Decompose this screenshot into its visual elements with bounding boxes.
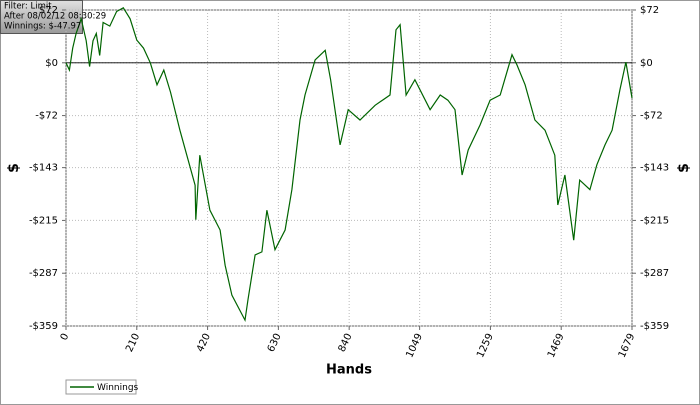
legend-label: Winnings: [97, 383, 139, 393]
info-box: [0, 0, 83, 34]
y-tick-label: $0: [45, 58, 58, 69]
y2-tick-label: $0: [640, 58, 653, 69]
y2-tick-label: -$72: [640, 111, 663, 122]
y-tick-label: -$215: [29, 215, 58, 226]
y-tick-label: -$287: [29, 268, 58, 279]
y2-tick-label: -$287: [640, 268, 669, 279]
x-tick-label: 0: [59, 332, 72, 342]
y2-tick-label: -$143: [640, 163, 669, 174]
y2-tick-label: $72: [640, 5, 659, 16]
annotation: Filter: Limit: [4, 2, 52, 12]
legend-box: [65, 379, 137, 395]
annotation: After 08/02/12 08:30:29: [4, 12, 106, 22]
y-tick-label: -$143: [29, 163, 58, 174]
annotation: Winnings: $-47.97: [4, 22, 81, 32]
y2-axis-label: $: [676, 163, 692, 173]
x-axis-label: Hands: [326, 363, 372, 378]
y2-tick-label: -$215: [640, 215, 669, 226]
y2-tick-label: -$359: [640, 321, 669, 332]
y-tick-label: -$72: [35, 111, 58, 122]
y-tick-label: $72: [39, 5, 58, 16]
y-tick-label: -$359: [29, 321, 58, 332]
y-axis-label: $: [6, 163, 22, 173]
series-line: [65, 6, 633, 323]
